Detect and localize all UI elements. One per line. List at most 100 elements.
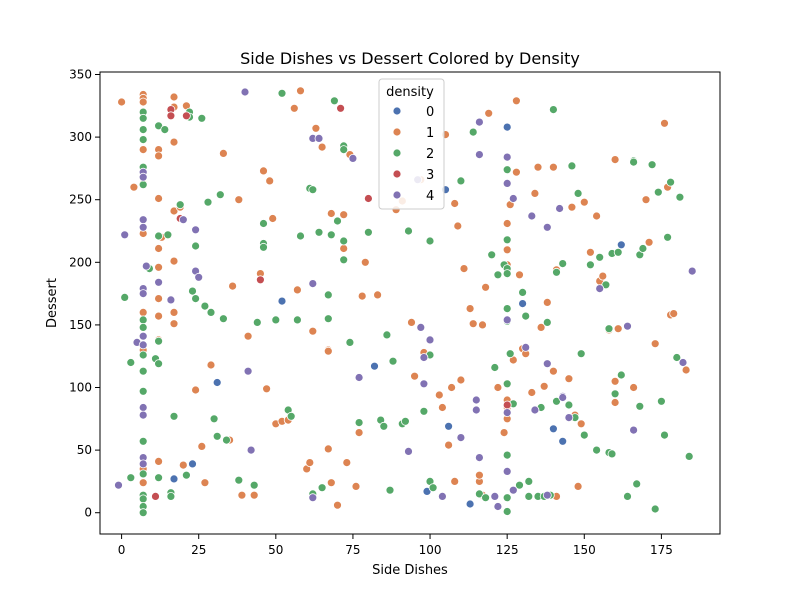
- data-point-density-1: [444, 440, 454, 450]
- data-point-density-4: [471, 395, 481, 405]
- data-point-density-1: [549, 162, 558, 172]
- legend-marker-1: [392, 127, 402, 137]
- data-point-density-1: [641, 195, 651, 205]
- data-point-density-1: [354, 428, 364, 438]
- legend-marker-0: [392, 106, 402, 116]
- data-point-density-4: [416, 322, 426, 332]
- data-point-density-2: [249, 480, 259, 490]
- data-point-density-2: [552, 267, 561, 277]
- data-point-density-2: [138, 180, 148, 190]
- data-point-density-2: [518, 287, 527, 297]
- data-point-density-4: [191, 225, 201, 235]
- data-point-density-2: [154, 231, 164, 241]
- data-point-density-1: [629, 383, 638, 392]
- data-point-density-3: [151, 491, 160, 501]
- data-point-density-4: [246, 445, 256, 455]
- data-point-density-4: [437, 491, 447, 501]
- x-axis-label: Side Dishes: [372, 563, 448, 578]
- data-point-density-1: [169, 256, 179, 266]
- x-axis-ticks: 0 25 50 75 100 125 150 175: [118, 534, 673, 557]
- data-point-density-1: [536, 322, 546, 332]
- data-point-density-2: [277, 88, 287, 98]
- data-point-density-2: [169, 411, 179, 421]
- data-point-density-2: [502, 165, 512, 175]
- data-point-density-2: [234, 475, 244, 485]
- data-point-density-1: [234, 195, 244, 205]
- data-point-density-0: [616, 240, 626, 250]
- data-point-density-2: [502, 304, 512, 314]
- data-point-density-2: [502, 450, 512, 460]
- data-point-density-4: [474, 117, 484, 127]
- data-point-density-2: [604, 324, 614, 334]
- data-point-density-3: [336, 103, 346, 113]
- data-point-density-4: [564, 413, 574, 423]
- data-point-density-4: [194, 272, 204, 282]
- data-point-density-1: [410, 371, 420, 381]
- legend-label-0: 0: [426, 105, 434, 120]
- data-point-density-2: [181, 470, 191, 480]
- data-point-density-4: [521, 342, 531, 352]
- data-point-density-2: [456, 176, 466, 186]
- data-point-density-1: [200, 478, 210, 488]
- data-point-density-1: [262, 384, 272, 394]
- data-point-density-2: [354, 418, 364, 428]
- data-point-density-4: [354, 373, 364, 382]
- data-point-density-1: [539, 381, 549, 391]
- data-point-density-4: [425, 335, 435, 345]
- data-point-density-4: [474, 453, 484, 463]
- data-point-density-3: [181, 111, 191, 121]
- data-point-density-4: [629, 425, 638, 435]
- data-point-density-0: [444, 421, 454, 431]
- data-point-density-1: [450, 476, 460, 486]
- y-tick-label: 200: [69, 255, 92, 269]
- data-point-density-2: [657, 396, 666, 406]
- data-point-density-1: [268, 214, 278, 223]
- y-tick-label: 350: [69, 68, 92, 82]
- data-point-density-1: [154, 262, 164, 272]
- x-tick-label: 75: [345, 543, 360, 557]
- data-point-density-2: [650, 504, 660, 514]
- data-point-density-4: [419, 353, 429, 362]
- y-axis-ticks: 0 50 100 150 200 250 300 350: [69, 68, 100, 520]
- data-point-density-2: [339, 236, 349, 246]
- data-point-density-4: [508, 485, 518, 495]
- data-point-density-1: [610, 398, 620, 407]
- data-point-density-0: [169, 474, 179, 484]
- data-point-density-1: [154, 311, 164, 321]
- data-point-density-1: [453, 221, 463, 231]
- data-point-density-2: [126, 473, 136, 483]
- data-point-density-4: [240, 87, 250, 97]
- data-point-density-2: [660, 430, 669, 440]
- data-point-density-2: [138, 436, 148, 446]
- x-tick-label: 175: [650, 543, 673, 557]
- y-tick-label: 50: [77, 443, 92, 457]
- data-point-density-4: [138, 410, 148, 420]
- data-point-density-3: [255, 275, 265, 285]
- data-point-density-1: [154, 194, 164, 203]
- data-point-density-0: [518, 299, 527, 309]
- data-point-density-1: [129, 182, 139, 192]
- data-point-density-2: [138, 386, 148, 396]
- data-point-density-1: [169, 319, 179, 329]
- data-point-density-2: [592, 445, 601, 455]
- data-point-density-2: [163, 230, 173, 240]
- data-point-density-4: [542, 359, 552, 369]
- data-point-density-2: [542, 317, 552, 327]
- data-point-density-2: [502, 493, 512, 503]
- data-point-density-4: [502, 152, 512, 162]
- data-point-density-4: [558, 393, 568, 402]
- data-point-density-2: [684, 451, 694, 461]
- data-point-density-2: [505, 349, 515, 359]
- data-point-density-1: [407, 317, 416, 327]
- data-point-density-1: [530, 188, 540, 198]
- data-point-density-0: [212, 378, 222, 387]
- data-point-density-2: [215, 190, 225, 200]
- data-point-density-2: [191, 294, 201, 304]
- x-tick-label: 25: [191, 543, 206, 557]
- data-point-density-2: [206, 307, 216, 317]
- data-point-density-2: [558, 259, 568, 269]
- data-point-density-2: [218, 314, 228, 324]
- data-point-density-4: [474, 150, 484, 160]
- data-point-density-1: [493, 383, 503, 392]
- data-point-density-1: [357, 291, 367, 301]
